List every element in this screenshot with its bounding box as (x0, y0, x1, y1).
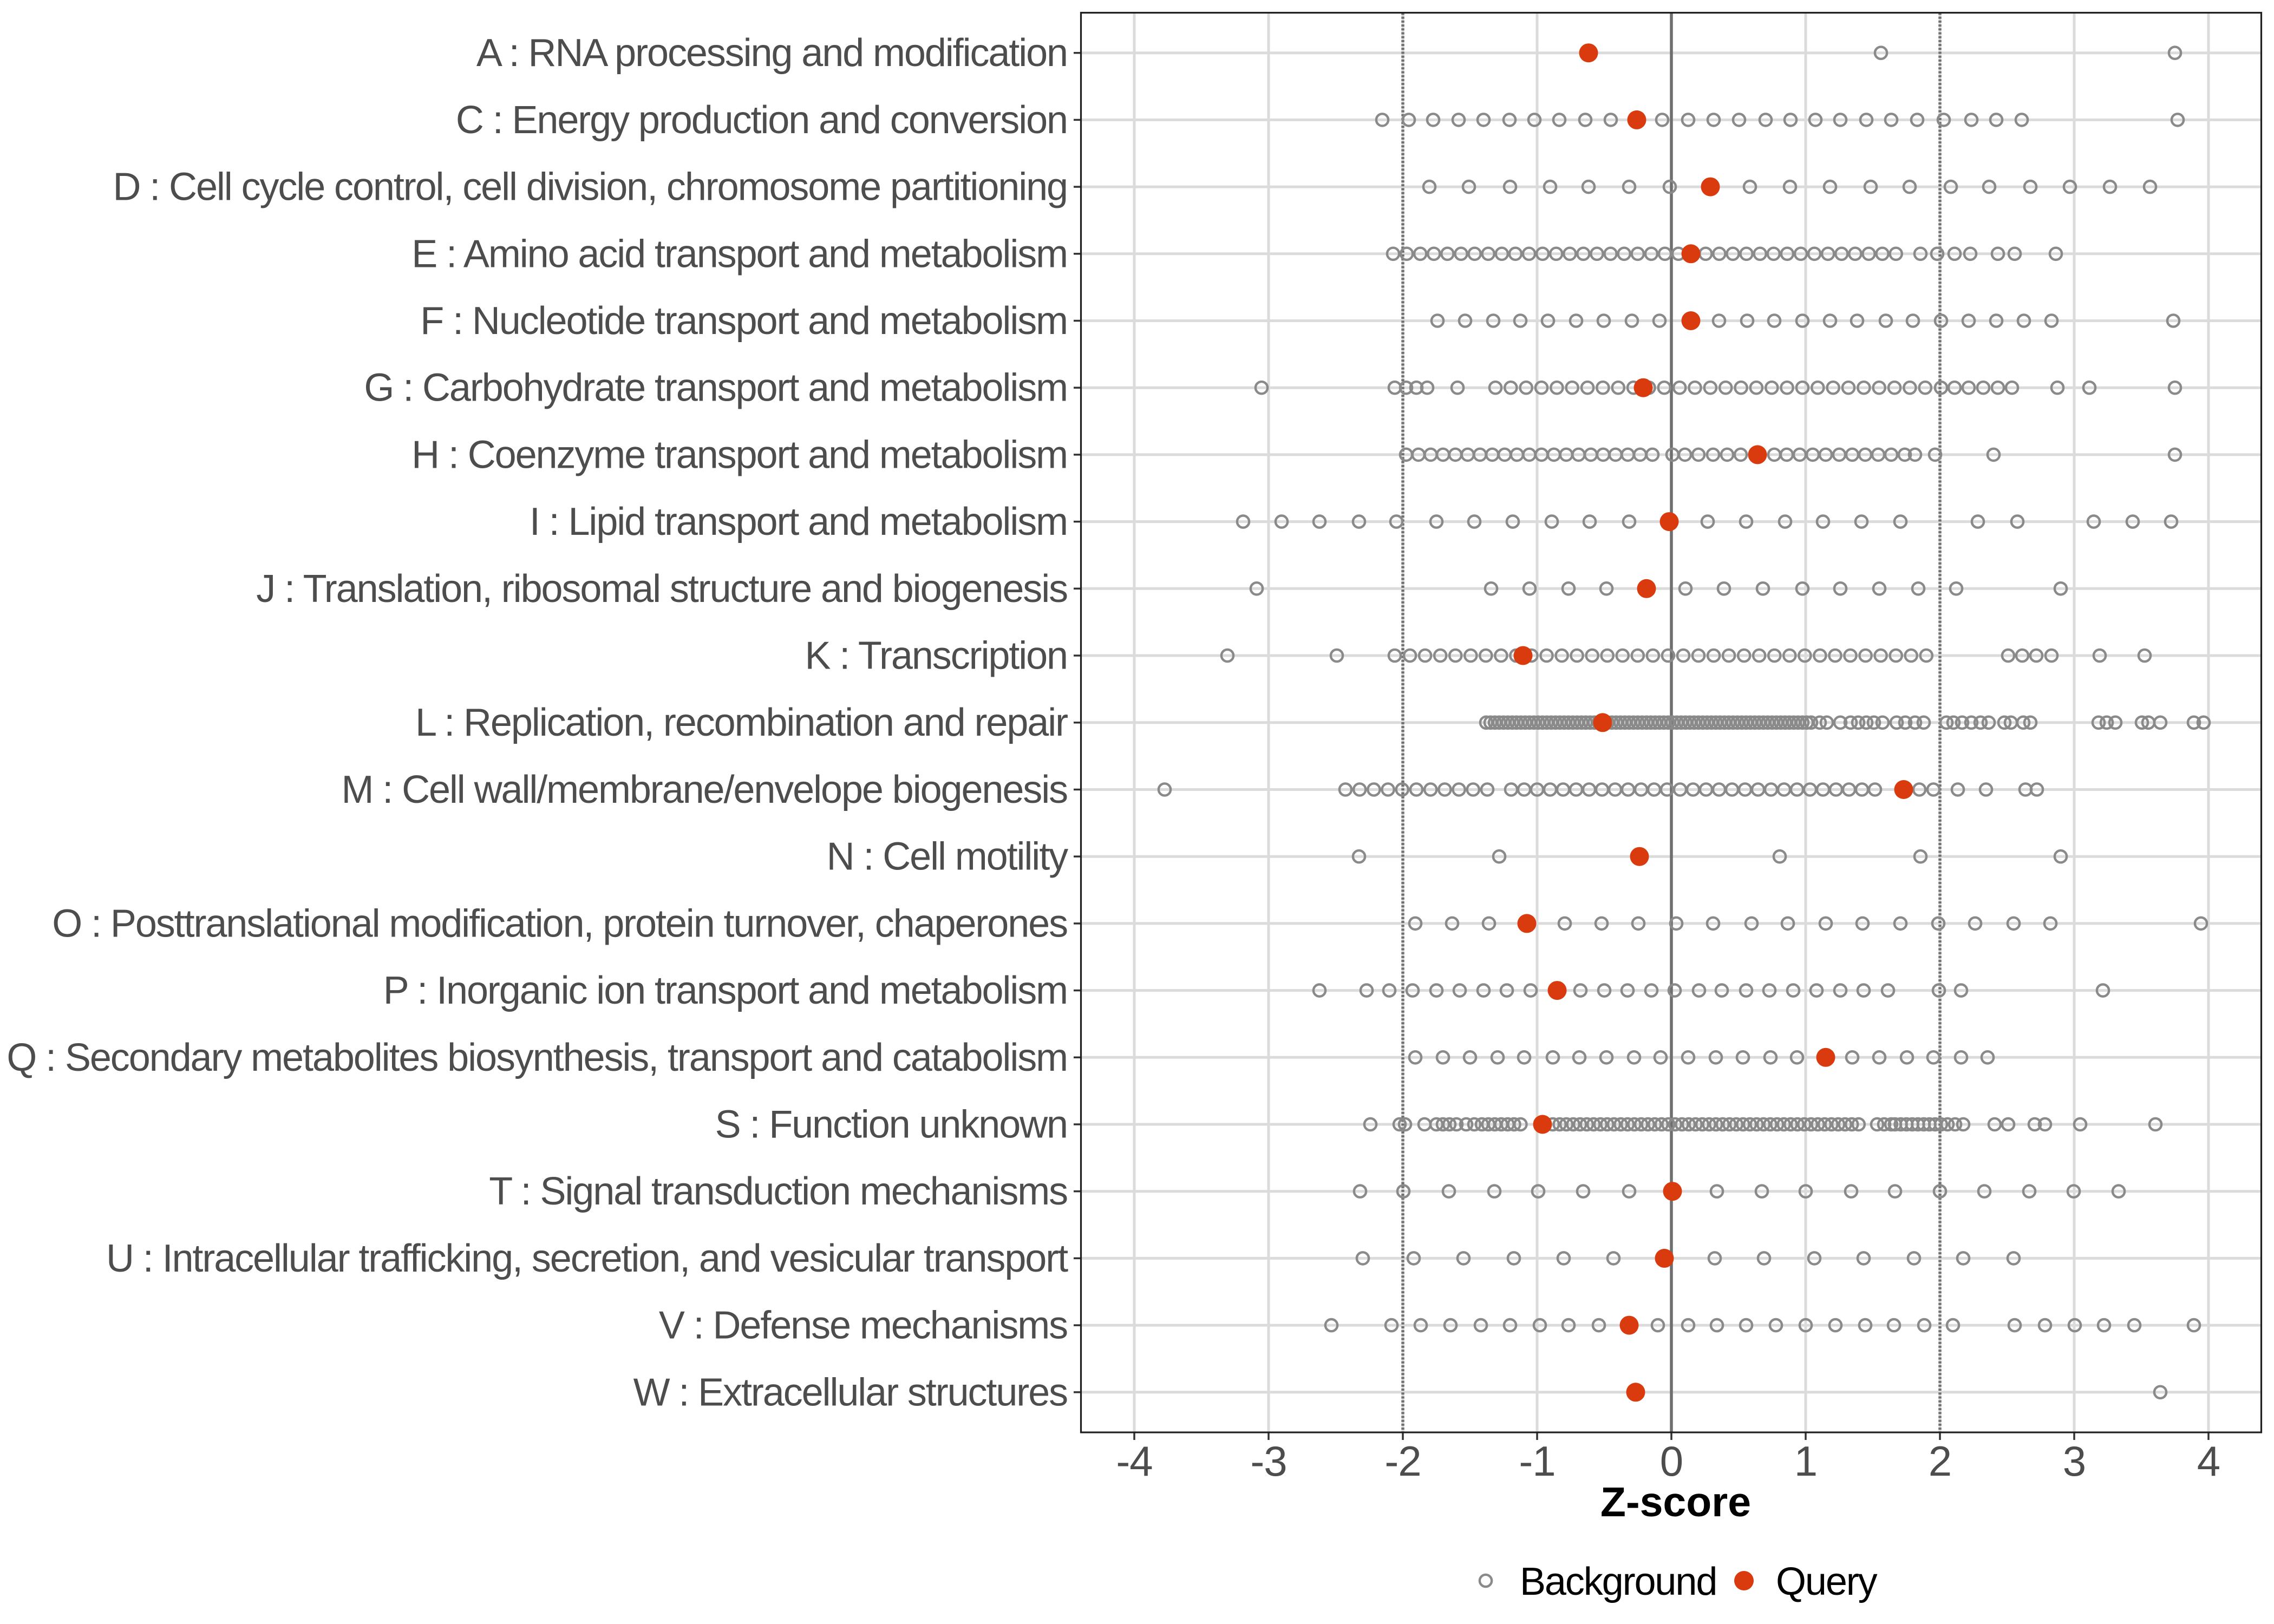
svg-text:L : Replication, recombination: L : Replication, recombination and repai… (415, 701, 1068, 744)
svg-text:2: 2 (1929, 1437, 1951, 1485)
svg-text:G : Carbohydrate transport and: G : Carbohydrate transport and metabolis… (364, 366, 1067, 410)
svg-text:Q : Secondary metabolites bios: Q : Secondary metabolites biosynthesis, … (6, 1036, 1067, 1079)
svg-text:S : Function unknown: S : Function unknown (715, 1103, 1067, 1147)
svg-text:H : Coenzyme transport and met: H : Coenzyme transport and metabolism (411, 433, 1067, 476)
svg-text:-3: -3 (1250, 1437, 1286, 1485)
svg-text:I : Lipid transport and metabo: I : Lipid transport and metabolism (530, 500, 1067, 543)
svg-text:U : Intracellular trafficking,: U : Intracellular trafficking, secretion… (106, 1237, 1068, 1280)
svg-text:J : Translation, ribosomal str: J : Translation, ribosomal structure and… (256, 567, 1067, 611)
svg-text:T : Signal transduction mechan: T : Signal transduction mechanisms (489, 1170, 1067, 1213)
svg-text:M : Cell wall/membrane/envelop: M : Cell wall/membrane/envelope biogenes… (341, 768, 1067, 811)
svg-text:A : RNA processing and modific: A : RNA processing and modification (476, 31, 1067, 75)
svg-text:O : Posttranslational modifica: O : Posttranslational modification, prot… (52, 902, 1067, 945)
svg-text:C : Energy production and conv: C : Energy production and conversion (456, 99, 1067, 142)
svg-text:0: 0 (1660, 1437, 1683, 1485)
svg-text:-4: -4 (1116, 1437, 1152, 1485)
svg-text:F : Nucleotide transport and m: F : Nucleotide transport and metabolism (420, 299, 1067, 343)
svg-text:E : Amino acid transport and m: E : Amino acid transport and metabolism (411, 232, 1067, 276)
svg-text:-2: -2 (1384, 1437, 1421, 1485)
svg-text:P : Inorganic ion transport an: P : Inorganic ion transport and metaboli… (383, 969, 1067, 1012)
svg-text:W : Extracellular structures: W : Extracellular structures (633, 1371, 1068, 1414)
svg-text:D : Cell cycle control, cell d: D : Cell cycle control, cell division, c… (113, 166, 1067, 209)
svg-text:4: 4 (2197, 1437, 2220, 1485)
svg-text:V : Defense mechanisms: V : Defense mechanisms (659, 1304, 1067, 1347)
svg-text:Query: Query (1776, 1560, 1878, 1603)
svg-text:K : Transcription: K : Transcription (805, 634, 1067, 678)
svg-text:Z-score: Z-score (1600, 1479, 1751, 1525)
svg-text:Background: Background (1520, 1560, 1716, 1603)
svg-text:3: 3 (2063, 1437, 2086, 1485)
svg-text:1: 1 (1794, 1437, 1817, 1485)
svg-text:N : Cell motility: N : Cell motility (827, 835, 1068, 879)
svg-text:-1: -1 (1519, 1437, 1555, 1485)
